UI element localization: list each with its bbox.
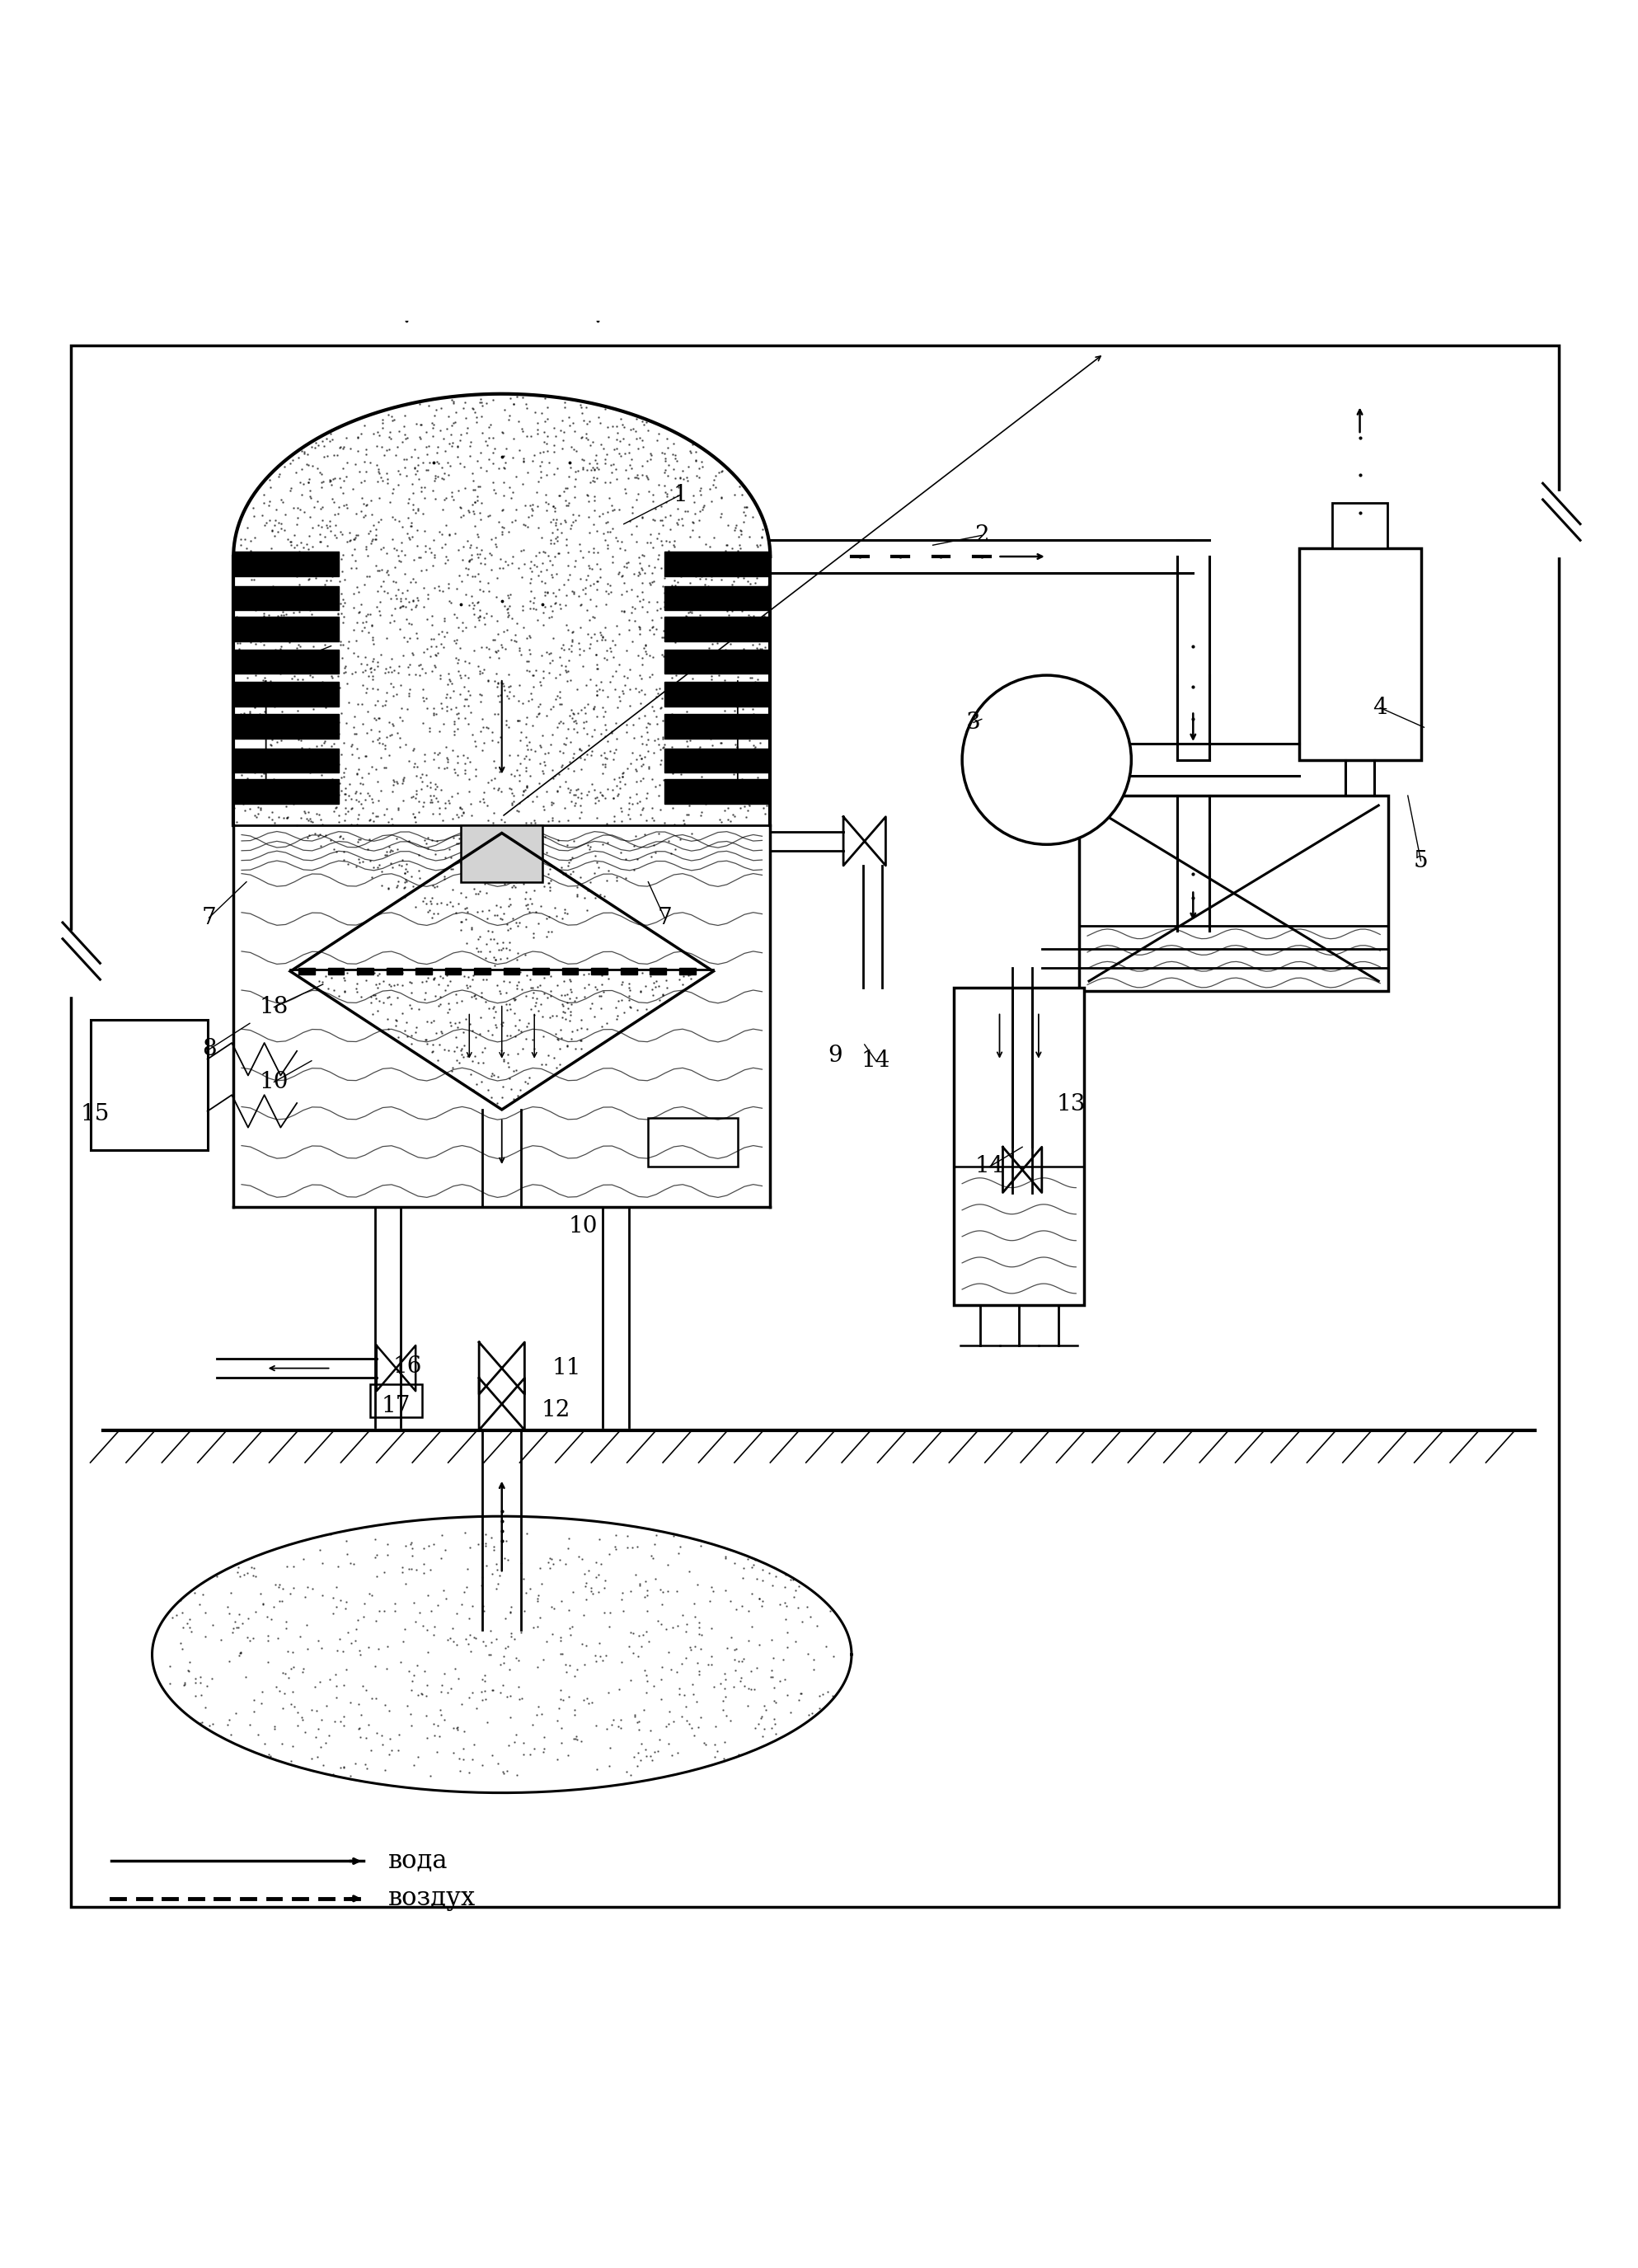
Bar — [462, 826, 542, 882]
Text: 5: 5 — [1414, 850, 1428, 871]
Bar — [234, 585, 339, 610]
Bar — [665, 649, 770, 674]
Bar — [1299, 549, 1420, 760]
Circle shape — [962, 676, 1132, 844]
Text: 6: 6 — [283, 651, 298, 674]
Bar — [234, 714, 339, 739]
Bar — [532, 968, 549, 975]
Text: 7: 7 — [657, 907, 672, 930]
Bar — [650, 968, 667, 975]
Bar — [234, 683, 339, 705]
Text: 2: 2 — [975, 524, 989, 547]
Bar — [473, 968, 490, 975]
Bar — [298, 968, 314, 975]
Bar — [328, 968, 344, 975]
Text: 10: 10 — [568, 1216, 598, 1238]
Bar — [680, 968, 696, 975]
Text: 12: 12 — [541, 1399, 570, 1422]
Bar — [665, 714, 770, 739]
Bar — [649, 1118, 737, 1166]
Text: 8: 8 — [201, 1039, 216, 1061]
Bar — [357, 968, 373, 975]
Bar — [234, 617, 339, 642]
Bar — [621, 968, 637, 975]
Bar — [370, 1383, 423, 1418]
Text: 15: 15 — [80, 1102, 110, 1125]
Bar — [234, 551, 339, 576]
Bar — [562, 968, 578, 975]
Text: 4: 4 — [1373, 696, 1387, 719]
Bar — [416, 968, 432, 975]
Text: 1: 1 — [673, 483, 688, 506]
Text: 18: 18 — [259, 996, 288, 1018]
Bar — [503, 968, 519, 975]
Bar — [665, 551, 770, 576]
Bar — [234, 748, 339, 773]
Bar — [387, 968, 403, 975]
Bar — [665, 617, 770, 642]
Bar — [1079, 796, 1389, 991]
Text: 13: 13 — [1057, 1093, 1086, 1116]
Text: 17: 17 — [382, 1395, 411, 1418]
Text: 11: 11 — [552, 1356, 581, 1379]
Bar — [1332, 503, 1387, 549]
Bar — [234, 780, 339, 803]
Text: 7: 7 — [201, 907, 216, 930]
Text: вода: вода — [388, 1848, 447, 1873]
Text: 3: 3 — [966, 712, 981, 733]
Text: 14: 14 — [862, 1050, 891, 1073]
Bar — [665, 780, 770, 803]
Text: 16: 16 — [393, 1356, 423, 1377]
Text: воздух: воздух — [388, 1885, 475, 1912]
Text: 14: 14 — [975, 1154, 1004, 1177]
Bar — [446, 968, 462, 975]
Text: 10: 10 — [259, 1070, 288, 1093]
Bar — [591, 968, 608, 975]
Bar — [665, 748, 770, 773]
Bar — [90, 1021, 208, 1150]
Bar — [665, 683, 770, 705]
Bar — [234, 649, 339, 674]
Bar — [953, 987, 1084, 1304]
Text: 9: 9 — [827, 1046, 842, 1066]
Bar — [665, 585, 770, 610]
